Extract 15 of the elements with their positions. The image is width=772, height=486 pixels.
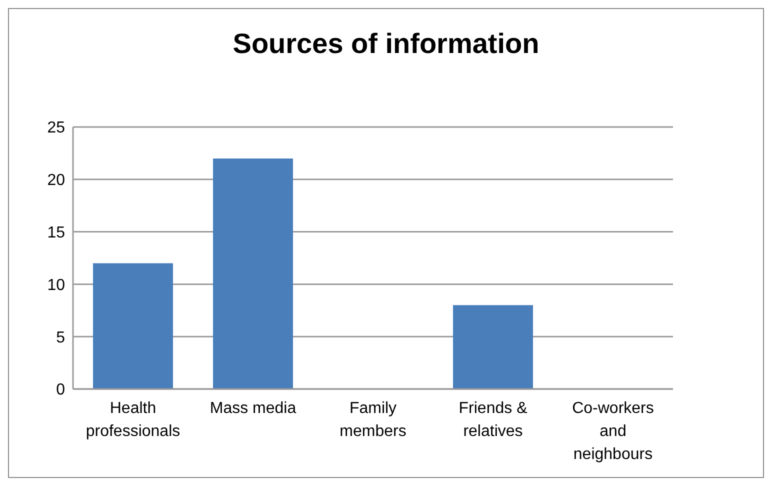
bar [213,158,293,389]
y-tick-label: 15 [47,224,66,242]
y-tick-label: 0 [56,382,66,399]
y-tick-label: 20 [47,172,66,190]
x-tick-label: Mass media [210,400,296,417]
y-tick-label: 25 [47,120,66,137]
x-tick-label: Family members [340,400,406,440]
x-tick-label: Co-workers and neighbours [572,400,654,463]
y-tick-label: 10 [47,276,66,294]
x-tick-label: Health professionals [86,400,180,440]
bar [93,263,173,389]
bar [453,305,533,389]
x-tick-label: Friends & relatives [458,400,528,440]
chart-title: Sources of information [232,27,540,61]
y-tick-label: 5 [56,329,66,346]
